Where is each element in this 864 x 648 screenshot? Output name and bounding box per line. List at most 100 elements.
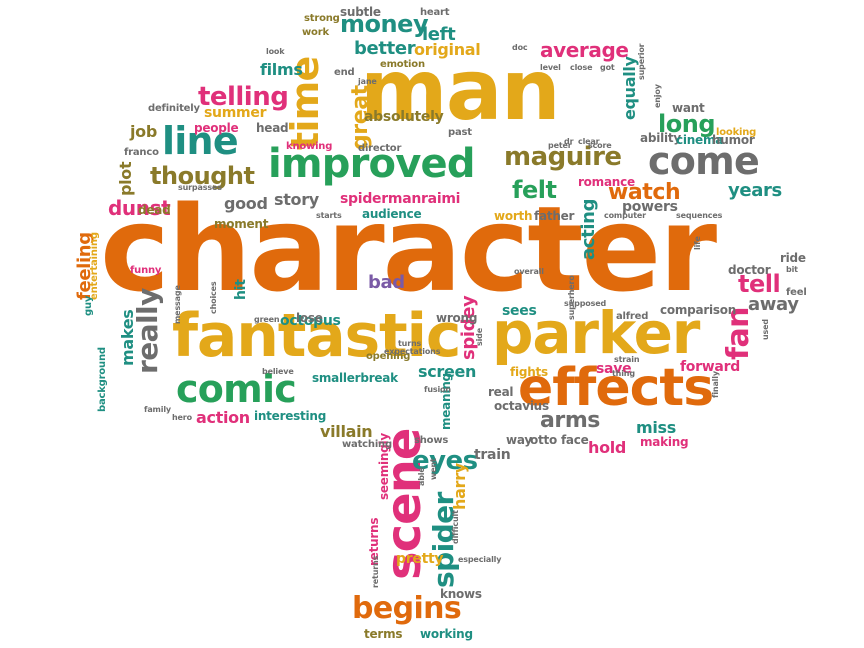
word-bit: bit [786,265,798,274]
word-opening: opening [366,351,411,362]
word-octavius: octavius [494,399,549,413]
word-humor: humor [712,133,755,147]
word-ride: ride [780,251,806,265]
word-forward: forward [680,359,740,375]
word-pretty: pretty [396,551,444,567]
word-starts: starts [316,211,342,220]
word-believe: believe [262,367,294,376]
word-working: working [420,627,473,641]
word-strain: strain [614,355,640,364]
word-alfred: alfred [616,311,649,322]
word-dead: dead [138,203,171,217]
word-parker: parker [492,299,700,367]
word-films: films [260,60,303,79]
word-finally: finally [711,371,720,398]
word-comic: comic [176,367,297,411]
word-money: money [340,10,429,38]
word-absolutely: absolutely [364,109,444,125]
word-turns: turns [398,339,422,348]
word-surpasses: surpasses [178,183,222,192]
word-worth: worth [494,209,533,223]
word-character: character [100,180,717,318]
word-work: work [302,27,329,38]
word-ability: ability [640,131,681,145]
word-sequences: sequences [676,211,723,220]
word-cinema: cinema [676,133,724,147]
word-real: real [488,385,514,399]
word-action: action [196,408,250,427]
word-fights: fights [510,365,548,379]
word-eyes: eyes [412,446,478,476]
word-definitely: definitely [148,103,200,114]
word-look: look [266,47,285,56]
word-message: message [173,285,182,324]
word-sees: sees [502,303,537,319]
word-thought: thought [150,162,255,190]
word-story: story [274,190,319,209]
word-want: want [672,101,705,115]
word-left: left [422,24,456,45]
word-way: way [506,433,532,447]
word-side: side [475,327,484,346]
word-franco: franco [124,147,159,158]
word-meaning: meaning [439,373,453,430]
word-arms: arms [540,408,600,433]
word-bad: bad [368,272,405,293]
word-family: family [144,405,171,414]
word-villain: villain [320,422,373,441]
word-returns: returns [371,555,380,588]
word-better: better [354,38,416,59]
word-octopus: octopus [280,313,341,329]
word-wrong: wrong [436,311,478,325]
word-knowing: knowing [286,141,333,152]
word-especially: especially [458,555,502,564]
word-otto-face: otto face [530,433,589,447]
word-looking: looking [716,127,757,138]
word-end: end [334,67,355,78]
word-superhero: superhero [567,275,576,320]
word-smallerbreak: smallerbreak [312,371,398,385]
word-interesting: interesting [254,409,327,423]
word-years: years [728,180,782,201]
word-moment: moment [214,217,269,231]
word-choices: choices [209,281,218,315]
word-equally: equally [620,56,639,120]
word-man: man [360,41,561,139]
word-train: train [474,447,511,463]
word-average: average [540,38,629,62]
word-making: making [640,435,689,449]
word-superior: superior [637,43,646,80]
word-acting: acting [578,198,599,260]
word-got: got [600,63,615,72]
word-hold: hold [588,438,627,457]
word-enjoy: enjoy [653,84,662,108]
word-maguire: maguire [504,142,622,172]
word-miss: miss [636,418,676,437]
word-father: father [534,209,575,223]
word-watching: watching [342,439,392,450]
word-fantastic: fantastic [172,301,461,371]
word-guy: guy [83,295,94,316]
word-spidermanraimi: spidermanraimi [340,191,461,207]
word-lose: lose [296,311,323,325]
word-felt: felt [512,176,557,204]
word-entertaining: entertaining [89,232,100,300]
word-doctor: doctor [728,263,771,277]
word-director: director [358,143,402,154]
word-telling: telling [198,82,289,112]
word-harry: harry [450,463,469,510]
word-knows: knows [440,587,482,601]
word-plot: plot [116,161,135,196]
word-powers: powers [622,199,678,215]
word-tell: tell [738,270,781,298]
word-dunst: dunst [108,196,171,220]
word-terms: terms [364,627,403,641]
word-peter: peter [548,141,572,150]
word-past: past [448,127,472,138]
word-romance: romance [578,175,635,189]
word-dr: dr [564,137,574,146]
word-green: green [254,315,280,324]
word-really: really [131,288,164,374]
word-hero: hero [172,413,192,422]
